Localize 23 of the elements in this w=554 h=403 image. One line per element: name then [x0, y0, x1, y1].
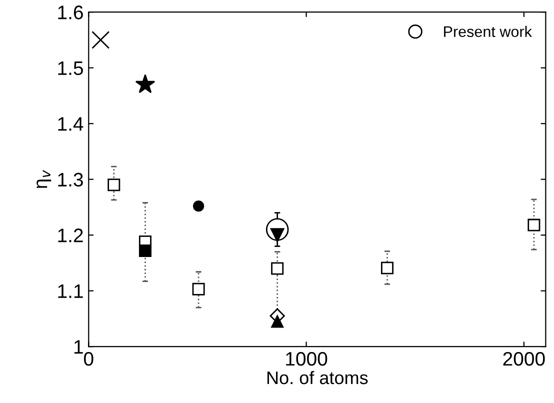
- point: [380, 262, 394, 274]
- y-axis-title: η$_{v}$: [36, 170, 52, 188]
- point: [192, 200, 204, 212]
- y-tick-label: 1.5: [58, 62, 83, 76]
- x-tick-label: 2000: [503, 352, 545, 366]
- y-tick-label: 1.3: [58, 172, 83, 187]
- y-tick-label: 1.1: [58, 284, 83, 298]
- point: [271, 315, 284, 328]
- point: [92, 30, 110, 49]
- y-tick-label: 1.2: [58, 228, 83, 242]
- point: [108, 178, 120, 192]
- y-tick-label: 1: [74, 340, 83, 354]
- point: [135, 74, 156, 94]
- legend-label: Present work: [444, 26, 532, 38]
- x-axis-title: No. of atoms: [267, 370, 368, 384]
- y-tick-label: 1.4: [58, 117, 84, 131]
- point: [138, 244, 152, 257]
- point: [528, 218, 540, 232]
- x-tick-label: 0: [84, 352, 94, 366]
- y-tick-label: 1.6: [58, 6, 83, 20]
- x-tick-label: 1000: [286, 352, 328, 366]
- point: [192, 282, 205, 296]
- point: [271, 262, 284, 275]
